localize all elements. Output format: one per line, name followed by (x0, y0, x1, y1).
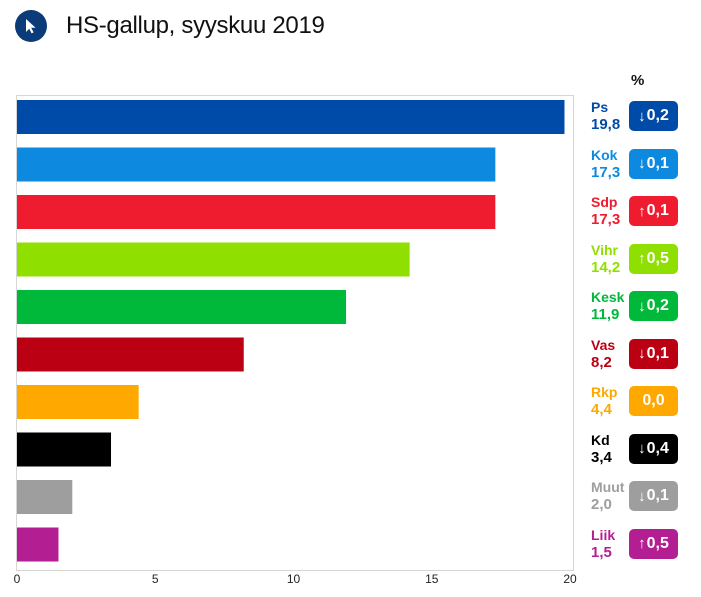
change-badge-ps: ↓ 0,2 (629, 101, 678, 131)
change-badge-kesk: ↓ 0,2 (629, 291, 678, 321)
party-name: Kesk (591, 289, 625, 305)
change-badge-kok: ↓ 0,1 (629, 148, 678, 179)
party-value: 14,2 (591, 258, 621, 276)
party-label-rkp: Rkp 4,4 (591, 384, 631, 418)
x-tick-label: 20 (563, 572, 577, 586)
arrow-up-icon: ↑ (638, 202, 646, 220)
party-value: 11,9 (591, 306, 620, 323)
change-value: 0,1 (646, 487, 669, 504)
party-name: Rkp (591, 384, 618, 400)
arrow-down-icon: ↓ (638, 155, 646, 172)
change-badge-liik: ↑ 0,5 (629, 528, 678, 559)
party-name: Kok (591, 146, 618, 163)
x-tick-label: 15 (425, 572, 439, 586)
party-value: 3,4 (591, 448, 612, 466)
change-badge-sdp: ↑ 0,1 (629, 196, 678, 226)
party-label-vas: Vas 8,2 (591, 337, 631, 371)
change-badge-rkp: 0,0 (629, 386, 678, 416)
page-title: HS-gallup, syyskuu 2019 (66, 12, 325, 39)
party-value: 8,2 (591, 353, 612, 371)
change-value: 0,1 (646, 202, 669, 219)
plot-frame (16, 95, 574, 571)
bar-vas (17, 337, 244, 372)
bar-kok (17, 147, 496, 182)
x-tick-label: 0 (14, 572, 21, 586)
party-value: 2,0 (591, 496, 612, 513)
arrow-down-icon: ↓ (638, 487, 646, 505)
arrow-down-icon: ↓ (638, 440, 646, 457)
cursor-arrow-icon[interactable] (15, 10, 47, 42)
bar-sdp (17, 195, 496, 229)
party-name: Muut (591, 479, 625, 495)
party-label-vihr: Vihr 14,2 (591, 242, 631, 276)
arrow-down-icon: ↓ (638, 345, 646, 362)
party-label-ps: Ps 19,8 (591, 99, 631, 133)
party-value: 19,8 (591, 116, 621, 133)
bar-kd (17, 432, 112, 467)
change-value: 0,2 (646, 297, 669, 314)
bar-liik (17, 527, 59, 562)
party-label-kd: Kd 3,4 (591, 432, 631, 466)
bar-muut (17, 480, 73, 514)
change-badge-muut: ↓ 0,1 (629, 481, 678, 511)
bar-vihr (17, 242, 410, 277)
x-tick-label: 10 (287, 572, 301, 586)
arrow-down-icon: ↓ (638, 107, 646, 125)
x-tick-label: 5 (152, 572, 159, 586)
party-value: 17,3 (591, 163, 621, 181)
party-label-sdp: Sdp 17,3 (591, 194, 631, 228)
change-value: 0,0 (642, 392, 665, 409)
percent-column-header: % (631, 72, 645, 89)
party-name: Vihr (591, 241, 618, 258)
bar-kesk (17, 290, 347, 324)
party-name: Liik (591, 526, 616, 543)
party-label-kok: Kok 17,3 (591, 147, 631, 181)
change-value: 0,1 (646, 154, 669, 172)
change-value: 0,4 (646, 439, 669, 457)
party-name: Kd (591, 431, 610, 448)
arrow-down-icon: ↓ (638, 297, 646, 315)
party-value: 17,3 (591, 211, 621, 228)
bar-rkp (17, 385, 139, 419)
change-badge-kd: ↓ 0,4 (629, 433, 678, 464)
party-label-liik: Liik 1,5 (591, 527, 631, 561)
change-value: 0,5 (646, 249, 669, 267)
change-value: 0,5 (646, 534, 669, 552)
bar-ps (17, 100, 565, 134)
party-name: Sdp (591, 194, 618, 210)
change-value: 0,1 (646, 344, 669, 362)
party-label-muut: Muut 2,0 (591, 479, 631, 513)
party-label-kesk: Kesk 11,9 (591, 289, 631, 323)
header: HS-gallup, syyskuu 2019 (15, 9, 325, 43)
arrow-up-icon: ↑ (638, 535, 646, 552)
change-badge-vas: ↓ 0,1 (629, 338, 678, 369)
party-value: 4,4 (591, 401, 612, 418)
party-name: Ps (591, 99, 609, 115)
arrow-up-icon: ↑ (638, 250, 646, 267)
party-name: Vas (591, 336, 616, 353)
party-value: 1,5 (591, 543, 612, 561)
change-badge-vihr: ↑ 0,5 (629, 243, 678, 274)
change-value: 0,2 (646, 107, 669, 124)
